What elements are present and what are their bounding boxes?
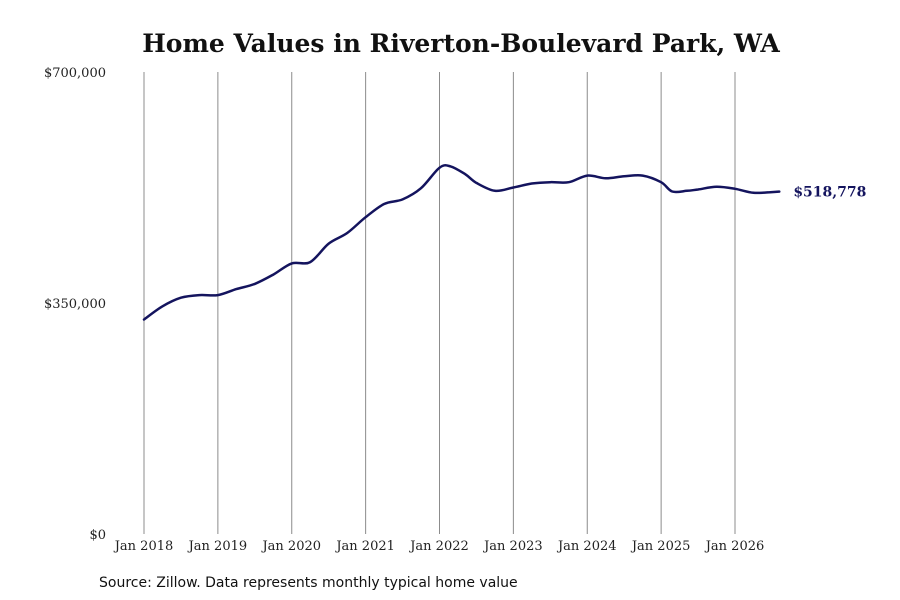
x-tick-label-4: Jan 2022 xyxy=(408,539,469,554)
chart-title: Home Values in Riverton-Boulevard Park, … xyxy=(142,29,780,58)
source-note: Source: Zillow. Data represents monthly … xyxy=(99,575,518,591)
x-tick-label-8: Jan 2026 xyxy=(704,539,765,554)
x-axis-ticks: Jan 2018 Jan 2019 Jan 2020 Jan 2021 Jan 2022… xyxy=(113,539,765,554)
y-axis-ticks: $0 $350,000 $700,000 xyxy=(44,66,106,543)
y-tick-label-2: $700,000 xyxy=(44,66,106,81)
x-tick-label-1: Jan 2019 xyxy=(187,539,248,554)
x-tick-label-0: Jan 2018 xyxy=(113,539,174,554)
x-tick-label-6: Jan 2024 xyxy=(556,539,617,554)
series-line xyxy=(142,164,781,321)
x-tick-label-5: Jan 2023 xyxy=(482,539,543,554)
end-value-label: $518,778 xyxy=(793,185,866,201)
y-tick-label-1: $350,000 xyxy=(44,297,106,312)
gridlines xyxy=(143,72,736,534)
x-tick-label-2: Jan 2020 xyxy=(260,539,321,554)
y-tick-label-0: $0 xyxy=(89,528,106,543)
x-tick-label-3: Jan 2021 xyxy=(334,539,395,554)
x-tick-label-7: Jan 2025 xyxy=(630,539,691,554)
